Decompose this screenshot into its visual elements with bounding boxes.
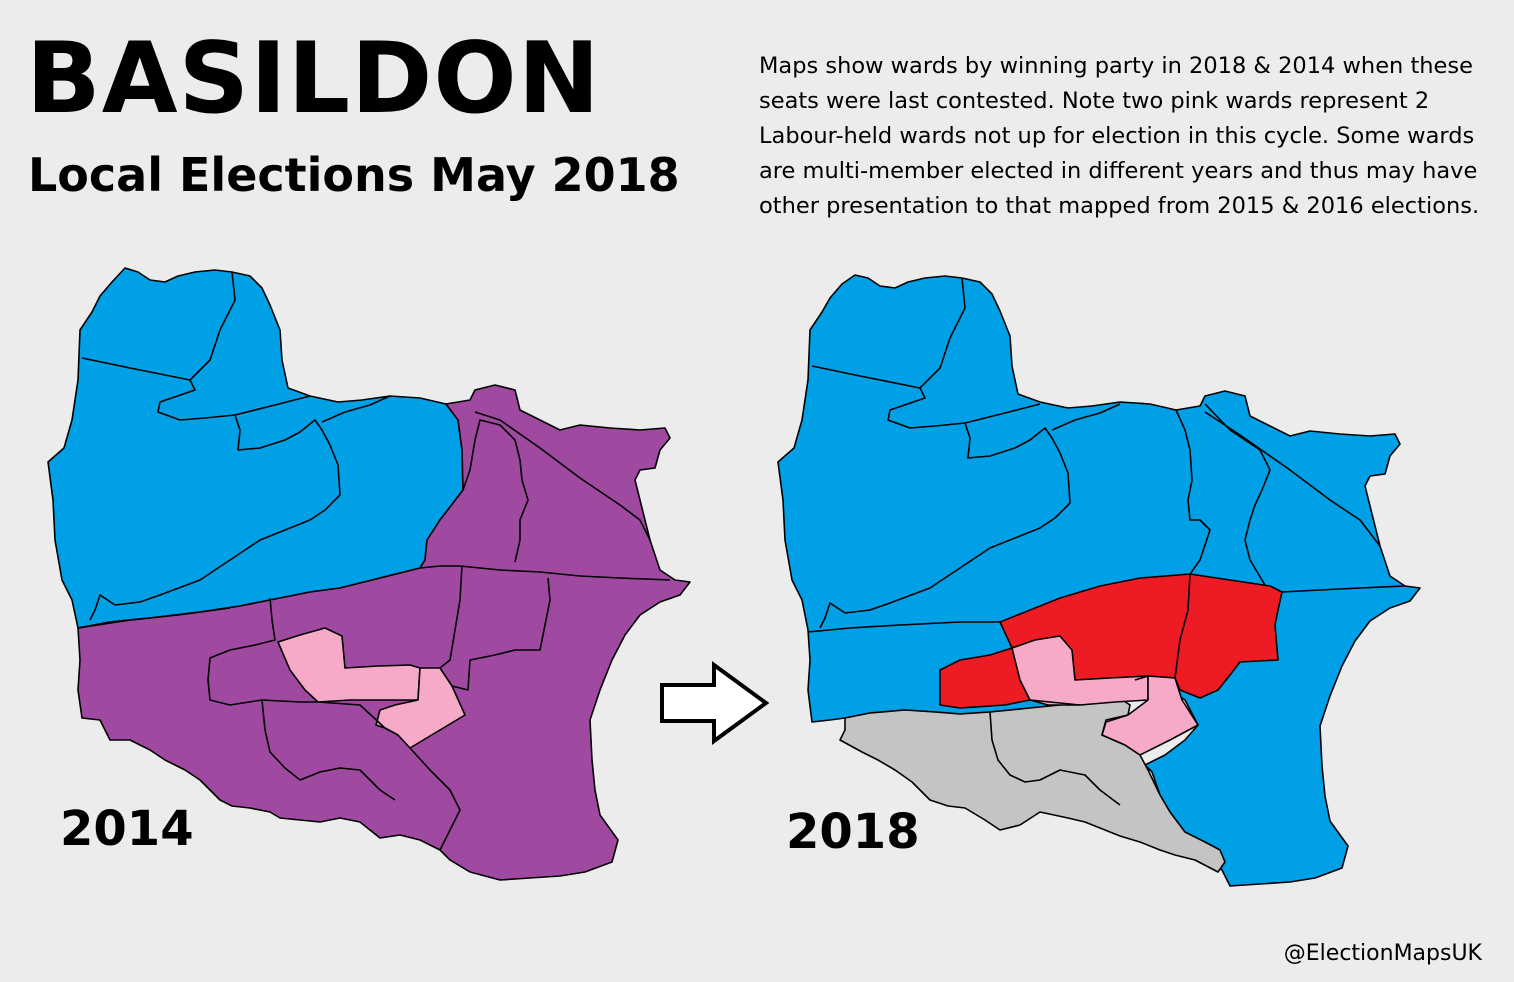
map-2014 [47, 267, 691, 881]
map-2018-conservative [777, 274, 1421, 887]
note-line: Labour-held wards not up for election in… [759, 123, 1475, 149]
page-subtitle: Local Elections May 2018 [28, 148, 680, 202]
map-2018 [777, 274, 1421, 887]
year-label-2018: 2018 [786, 804, 920, 860]
map-2014-ward-lines [77, 271, 671, 851]
note-line: Maps show wards by winning party in 2018… [759, 53, 1473, 79]
note-line: seats were last contested. Note two pink… [759, 88, 1430, 114]
right-arrow-icon [660, 661, 770, 745]
year-label-2014: 2014 [60, 801, 194, 857]
note-line: are multi-member elected in different ye… [759, 158, 1478, 184]
credit-handle: @ElectionMapsUK [1283, 941, 1482, 966]
note-line: other presentation to that mapped from 2… [759, 193, 1480, 219]
map-2018-ward-lines [807, 277, 1406, 806]
page-title: BASILDON [26, 22, 601, 136]
map-note: Maps show wards by winning party in 2018… [759, 49, 1499, 224]
map-2018-labour-not-up-b [1101, 675, 1199, 756]
